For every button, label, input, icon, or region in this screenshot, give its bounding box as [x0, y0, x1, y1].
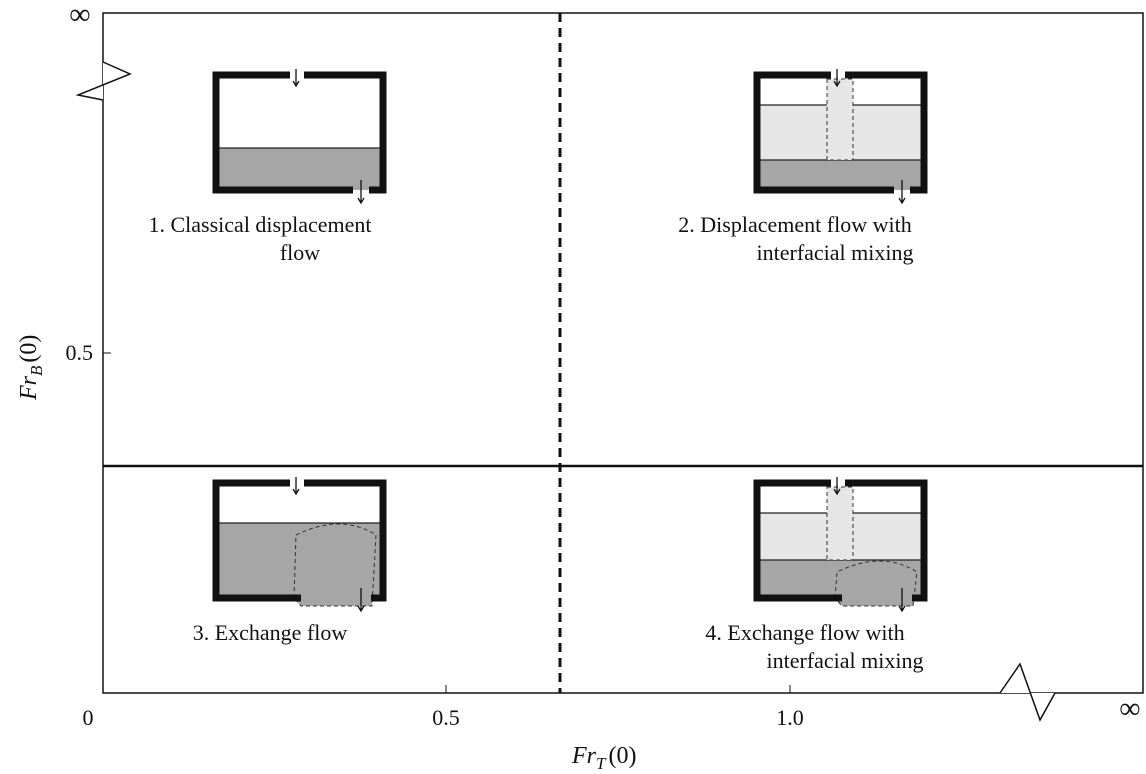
dense-layer [216, 148, 383, 190]
tank [216, 477, 383, 611]
y-axis-label: FrB(0) [16, 335, 46, 401]
tank [216, 69, 383, 203]
inflow-arrow [834, 477, 840, 494]
inflow-arrow [834, 69, 840, 86]
axis-break-x [1000, 664, 1055, 720]
inflow-arrow [293, 69, 299, 86]
region-labels: 1. Classical displacement flow 2. Displace… [149, 212, 924, 673]
x-tick-label: ∞ [1119, 692, 1140, 725]
x-tick-label: 0.5 [432, 705, 460, 730]
region-label: flow [280, 240, 320, 265]
y-tick-label: 0.5 [66, 340, 94, 365]
exchange-plume [835, 561, 917, 606]
tank [757, 69, 924, 203]
x-tick-label: 1.0 [776, 705, 804, 730]
axis-break-y [78, 62, 130, 100]
region-label: 2. Displacement flow with [678, 212, 911, 237]
plume [827, 79, 853, 160]
x-tick-label: 0 [83, 705, 94, 730]
x-axis-label: FrT(0) [571, 743, 636, 773]
dense-layer [757, 160, 924, 190]
region-label: interfacial mixing [767, 648, 924, 673]
region-label: 4. Exchange flow with [705, 620, 904, 645]
inflow-arrow [293, 477, 299, 494]
regime-diagram: 0 0.5 1.0 ∞ 0.5 ∞ FrT(0) FrB(0) 1. Class… [0, 0, 1146, 774]
plume [827, 487, 853, 560]
region-label: interfacial mixing [757, 240, 914, 265]
region-label: 1. Classical displacement [149, 212, 372, 237]
tank-schematics [216, 69, 924, 611]
y-tick-label: ∞ [69, 0, 90, 31]
exchange-plume [294, 524, 376, 606]
region-label: 3. Exchange flow [193, 620, 348, 645]
tank [757, 477, 924, 611]
